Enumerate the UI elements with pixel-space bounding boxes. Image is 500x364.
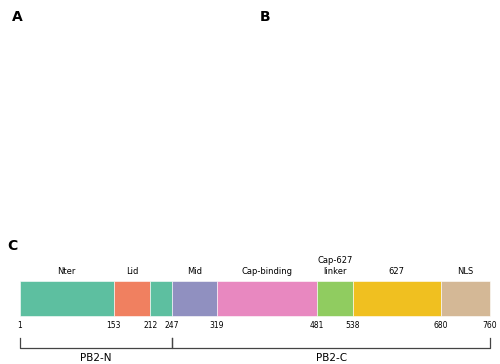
Text: PB2-N: PB2-N: [80, 353, 112, 363]
Text: Cap-binding: Cap-binding: [242, 267, 292, 276]
Text: 627: 627: [388, 267, 404, 276]
Bar: [217, 281, 317, 316]
Bar: [440, 281, 490, 316]
Bar: [150, 281, 172, 316]
Bar: [352, 281, 440, 316]
Text: Lid: Lid: [126, 267, 138, 276]
Text: NLS: NLS: [457, 267, 473, 276]
Text: 680: 680: [434, 321, 448, 329]
Text: 247: 247: [165, 321, 180, 329]
Text: Cap-627
linker: Cap-627 linker: [317, 257, 352, 276]
Text: PB2-C: PB2-C: [316, 353, 346, 363]
Text: Nter: Nter: [58, 267, 76, 276]
Bar: [172, 281, 217, 316]
Text: 153: 153: [106, 321, 121, 329]
Bar: [317, 281, 352, 316]
Bar: [20, 281, 114, 316]
Text: A: A: [12, 10, 23, 24]
Text: 538: 538: [346, 321, 360, 329]
Text: 760: 760: [483, 321, 498, 329]
Text: Mid: Mid: [187, 267, 202, 276]
Text: 481: 481: [310, 321, 324, 329]
Text: 1: 1: [18, 321, 22, 329]
Text: 319: 319: [210, 321, 224, 329]
Text: C: C: [8, 238, 18, 253]
Bar: [114, 281, 150, 316]
Text: 212: 212: [144, 321, 158, 329]
Text: B: B: [260, 10, 270, 24]
